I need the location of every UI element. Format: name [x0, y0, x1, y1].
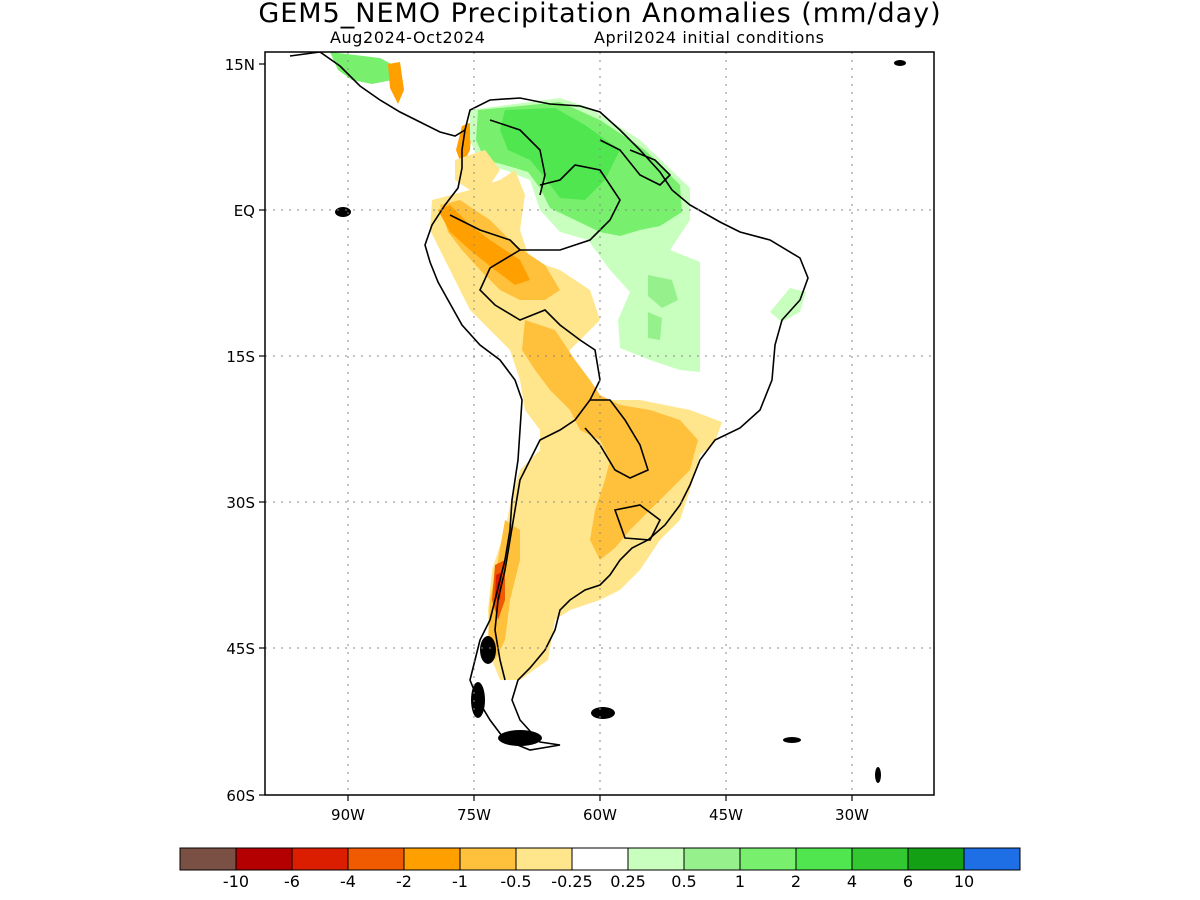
- islands: [335, 60, 906, 783]
- island-tierra-del-fuego: [498, 730, 542, 746]
- colorbar-swatch: [907, 847, 965, 871]
- island-falklands: [591, 707, 615, 719]
- shade-ne-brazil-green: [770, 288, 806, 322]
- shade-central-america-orange: [388, 62, 404, 104]
- colorbar-swatch: [963, 847, 1021, 871]
- lat-label-30s: 30S: [226, 494, 255, 512]
- colorbar-swatch: [403, 847, 461, 871]
- island-south-georgia: [783, 737, 801, 743]
- colorbar-swatch: [235, 847, 293, 871]
- anomaly-shading: [330, 52, 806, 680]
- colorbar-swatch: [571, 847, 629, 871]
- colorbar-swatch: [795, 847, 853, 871]
- colorbar-swatch: [683, 847, 741, 871]
- colorbar-label: 0.25: [610, 872, 646, 891]
- border-brazil-west: [520, 164, 621, 251]
- colorbar: -10 -6 -4 -2 -1 -0.5 -0.25 0.25 0.5 1 2 4 6 10: [179, 847, 1021, 891]
- colorbar-swatch: [179, 847, 237, 871]
- lat-label-15n: 15N: [225, 56, 255, 74]
- shade-amazon-mid-1: [648, 275, 678, 308]
- lat-label-15s: 15S: [226, 348, 255, 366]
- init-subtitle: April2024 initial conditions: [594, 28, 825, 47]
- lon-label-45w: 45W: [709, 806, 743, 824]
- island-atlantic: [894, 60, 906, 66]
- lat-label-45s: 45S: [226, 640, 255, 658]
- colorbar-swatch: [515, 847, 573, 871]
- colorbar-swatch: [347, 847, 405, 871]
- colorbar-label: -0.5: [500, 872, 531, 891]
- shade-amazon-mid-2: [648, 312, 662, 340]
- border-venezuela: [489, 119, 546, 196]
- shade-andes-light-b: [455, 150, 500, 190]
- colorbar-swatch: [627, 847, 685, 871]
- colorbar-label: -6: [284, 872, 300, 891]
- island-galapagos: [335, 207, 351, 217]
- shade-andes-deep: [438, 205, 530, 285]
- colorbar-label: 4: [847, 872, 857, 891]
- lat-label-60s: 60S: [226, 787, 255, 805]
- map-panel: 15N EQ 15S 30S 45S 60S 90W 75W 60W 45W 3…: [225, 51, 935, 824]
- colorbar-label: -10: [223, 872, 249, 891]
- lat-label-eq: EQ: [234, 202, 255, 220]
- lon-label-60w: 60W: [583, 806, 617, 824]
- colorbar-swatch: [739, 847, 797, 871]
- border-paraguay: [584, 399, 649, 479]
- shade-central-america-green: [330, 52, 395, 84]
- island-chiloe: [480, 636, 496, 664]
- colorbar-swatch: [851, 847, 909, 871]
- colorbar-label: -2: [396, 872, 412, 891]
- coastline-south-america: [424, 97, 809, 751]
- shade-colombia-coast: [456, 122, 472, 166]
- chart-title: GEM5_NEMO Precipitation Anomalies (mm/da…: [258, 0, 942, 29]
- colorbar-swatch: [459, 847, 517, 871]
- colorbar-label: 1: [735, 872, 745, 891]
- shade-bolivia-orange: [522, 320, 698, 560]
- island-chile-archipelago: [471, 682, 485, 718]
- lon-label-30w: 30W: [835, 806, 869, 824]
- island-sandwich: [875, 767, 881, 783]
- lon-label-75w: 75W: [457, 806, 491, 824]
- border-andes-east: [449, 214, 601, 681]
- colorbar-label: 6: [903, 872, 913, 891]
- border-uruguay: [613, 504, 662, 541]
- lon-label-90w: 90W: [331, 806, 365, 824]
- shade-north-sa-core: [500, 108, 620, 200]
- colorbar-label: -0.25: [551, 872, 592, 891]
- border-guianas: [599, 139, 672, 186]
- colorbar-label: 10: [954, 872, 974, 891]
- axis-ticks: [259, 63, 853, 801]
- colorbar-swatch: [291, 847, 349, 871]
- colorbar-label: -1: [452, 872, 468, 891]
- colorbar-label: 0.5: [671, 872, 696, 891]
- period-subtitle: Aug2024-Oct2024: [330, 28, 486, 47]
- colorbar-label: -4: [340, 872, 356, 891]
- colorbar-label: 2: [791, 872, 801, 891]
